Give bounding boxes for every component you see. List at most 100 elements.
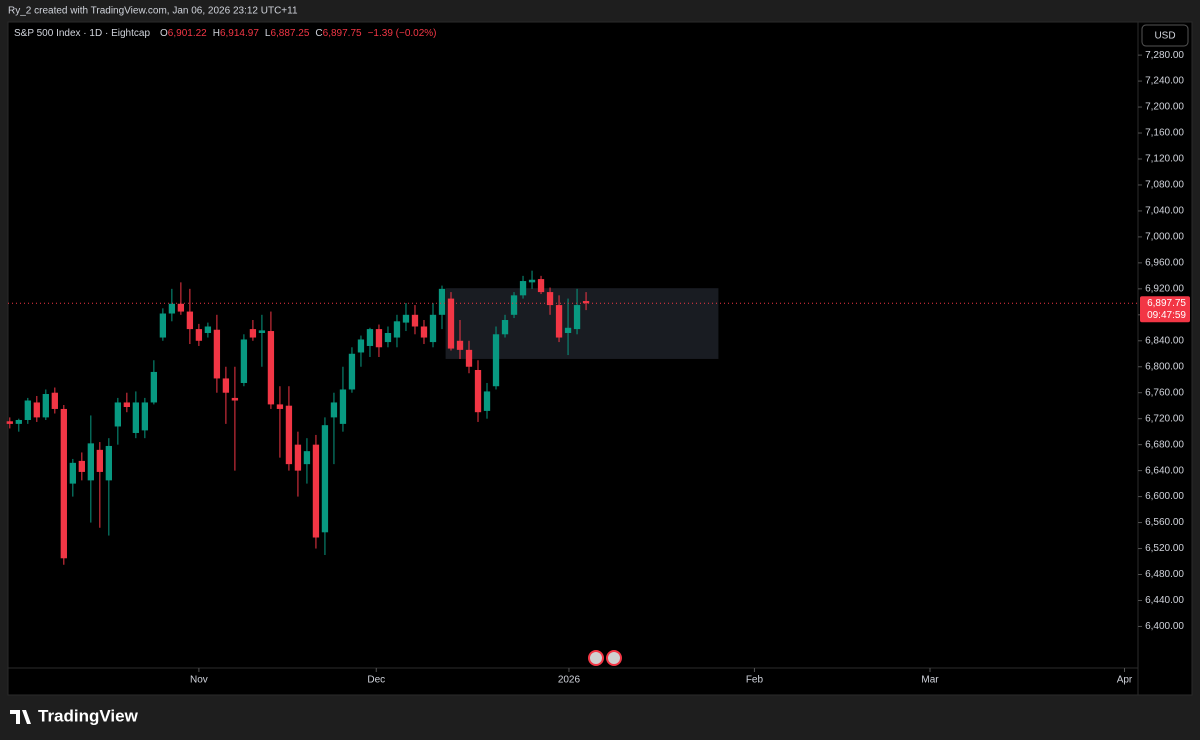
candle-body [483,391,491,411]
candle-body [186,311,194,330]
x-tick-label: Nov [190,675,208,686]
candle-body [528,279,536,283]
candle-body [312,444,320,538]
candle-body [339,389,347,424]
candle-body [150,371,158,403]
y-tick-label: 6,800.00 [1145,361,1184,372]
candle-body [60,408,67,559]
y-tick-label: 6,640.00 [1145,465,1184,476]
candle-body [249,329,257,338]
legend-key: O [160,28,168,39]
candle-body [474,369,482,413]
candle-body [537,279,545,293]
candle-body [384,332,392,343]
candle-body [123,402,131,408]
candle-body [159,313,167,338]
y-tick-label: 6,920.00 [1145,283,1184,294]
candle-body [321,425,329,533]
y-tick-label: 6,400.00 [1145,621,1184,632]
last-price-label: 6,897.75 [1147,298,1186,309]
candle-body [564,327,572,333]
y-tick-label: 6,440.00 [1145,595,1184,606]
y-tick-label: 6,760.00 [1145,387,1184,398]
y-tick-label: 7,200.00 [1145,102,1184,113]
legend-change: −1.39 (−0.02%) [368,28,437,39]
candle-body [240,339,248,383]
candle-body [438,288,446,315]
candle-body [402,314,410,323]
candle-body [24,400,31,420]
candle-body [447,298,455,349]
brand: TradingView [38,706,139,725]
candle-body [222,378,230,393]
y-tick-label: 7,080.00 [1145,180,1184,191]
candle-body [204,326,212,333]
candle-body [195,329,203,341]
y-tick-label: 6,560.00 [1145,517,1184,528]
candle-body [348,353,356,390]
legend-symbol: S&P 500 Index · 1D · Eightcap [14,28,150,39]
candle-body [231,397,239,401]
candle-body [357,339,365,353]
x-tick-label: Mar [921,675,939,686]
candle-body [303,451,311,465]
candle-body [177,303,185,312]
candle-body [285,405,293,465]
footer-logo: TradingView [10,706,139,725]
candle-body [411,314,419,327]
y-tick-label: 7,160.00 [1145,128,1184,139]
y-tick-label: 6,840.00 [1145,335,1184,346]
candle-body [6,421,13,424]
candle-body [168,303,176,314]
y-tick-label: 6,480.00 [1145,569,1184,580]
candle-body [276,404,284,409]
candle-body [573,305,581,330]
currency-label: USD [1154,31,1175,42]
candle-body [213,329,221,379]
y-tick-label: 7,000.00 [1145,232,1184,243]
candle-body [51,392,58,409]
candle-body [15,419,22,424]
y-tick-label: 6,600.00 [1145,491,1184,502]
x-tick-label: Dec [367,675,385,686]
candle-body [105,445,112,481]
candle-body [501,320,509,335]
candle-body [429,314,437,343]
candle-body [510,295,518,315]
y-tick-label: 7,040.00 [1145,206,1184,217]
x-tick-label: Feb [746,675,764,686]
legend-key: C [315,28,322,39]
y-tick-label: 6,680.00 [1145,439,1184,450]
x-tick-label: 2026 [558,675,581,686]
candle-body [294,444,302,471]
candle-body [96,449,103,472]
legend: S&P 500 Index · 1D · Eightcap O6,901.22 H6… [14,28,437,39]
legend-value: 6,914.97 [220,28,259,39]
y-tick-label: 6,960.00 [1145,258,1184,269]
candle-body [555,305,563,338]
candle-body [114,402,121,427]
x-tick-label: Apr [1117,675,1133,686]
candle-body [366,329,374,346]
candle-body [375,329,383,348]
event-icons[interactable] [588,650,622,666]
legend-key: H [213,28,220,39]
header-text: Ry_2 created with TradingView.com, Jan 0… [8,6,298,17]
candle-body [258,330,266,333]
candle-body [330,402,338,418]
legend-key: L [265,28,271,39]
y-tick-label: 7,280.00 [1145,50,1184,61]
y-tick-label: 7,120.00 [1145,154,1184,165]
currency-button[interactable] [1141,24,1189,47]
candle-body [546,292,554,306]
y-tick-label: 7,240.00 [1145,76,1184,87]
candle-body [267,331,275,405]
y-tick-label: 6,520.00 [1145,543,1184,554]
price-zone [445,288,719,359]
y-tick-label: 6,720.00 [1145,413,1184,424]
candle-body [87,443,94,481]
countdown-label: 09:47:59 [1147,310,1186,321]
candle-body [582,301,590,304]
candle-body [519,281,527,296]
candle-body [132,402,140,433]
